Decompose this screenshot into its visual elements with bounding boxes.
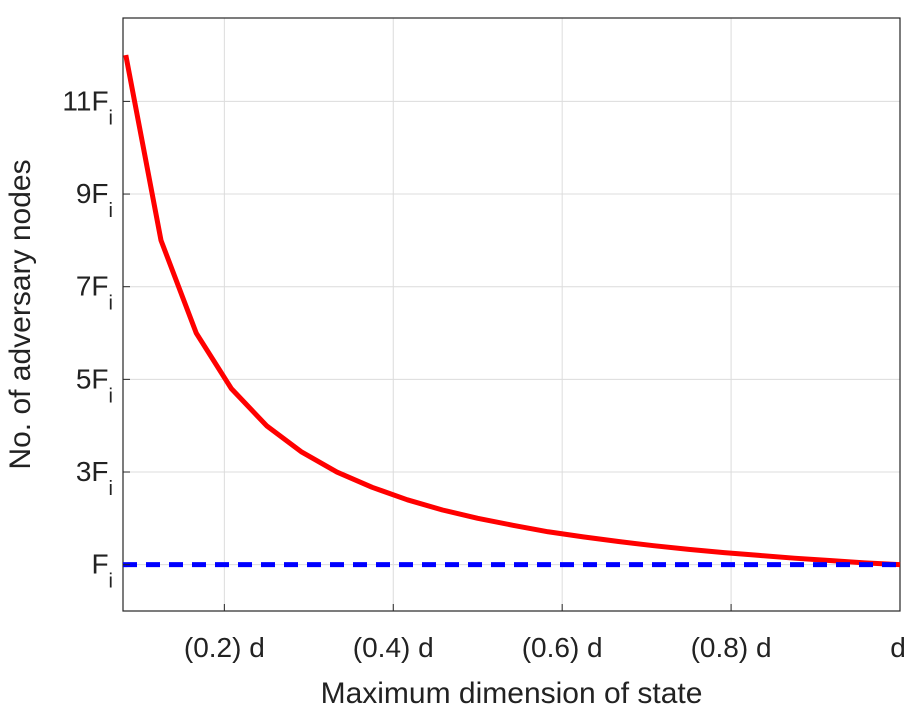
x-axis-title: Maximum dimension of state	[321, 677, 703, 710]
y-axis-ticks: Fi 3Fi 5Fi 7Fi 9Fi 11Fi	[62, 85, 130, 593]
x-tick-label: (0.4) d	[353, 632, 434, 663]
grid	[123, 18, 901, 611]
y-tick-label: 5Fi	[76, 363, 113, 407]
y-tick-label: 7Fi	[76, 271, 113, 315]
y-tick-label: 3Fi	[76, 456, 113, 500]
series	[123, 54, 901, 568]
y-axis-title: No. of adversary nodes	[4, 159, 37, 469]
x-tick-label: (0.8) d	[691, 632, 772, 663]
y-tick-label: 11Fi	[62, 85, 113, 129]
x-axis-ticks: (0.2) d (0.4) d (0.6) d (0.8) d d	[184, 604, 906, 663]
y-tick-label: 9Fi	[76, 178, 113, 222]
data-line	[123, 54, 901, 568]
x-tick-label: d	[890, 632, 906, 663]
x-tick-label: (0.2) d	[184, 632, 265, 663]
plot-frame	[122, 17, 901, 612]
x-tick-label: (0.6) d	[522, 632, 603, 663]
y-tick-label: Fi	[91, 549, 113, 593]
